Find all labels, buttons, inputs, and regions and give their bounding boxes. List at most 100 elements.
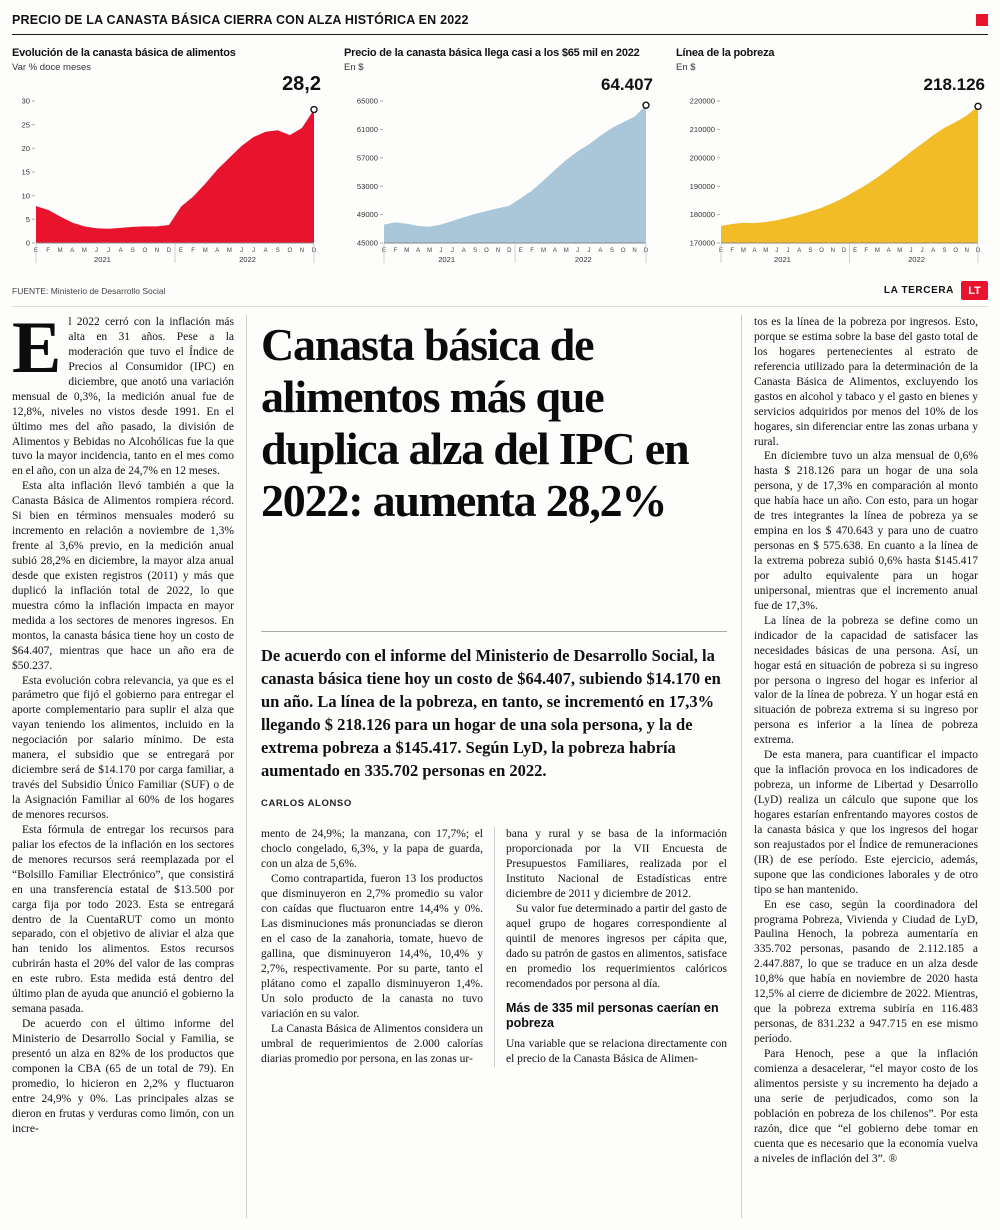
svg-text:2022: 2022: [575, 255, 592, 264]
svg-text:S: S: [276, 248, 280, 254]
svg-text:E: E: [519, 248, 523, 254]
svg-text:65000: 65000: [357, 97, 378, 106]
svg-text:N: N: [632, 248, 636, 254]
column-3-paragraphs: bana y rural y se basa de la información…: [506, 827, 727, 991]
svg-text:A: A: [553, 248, 557, 254]
svg-text:2021: 2021: [94, 255, 111, 264]
svg-text:J: J: [775, 248, 778, 254]
lede-paragraph: De acuerdo con el informe del Ministerio…: [261, 645, 721, 781]
svg-text:J: J: [576, 248, 579, 254]
chart-poverty-line: Línea de la pobreza En $ 170000 180000 190…: [676, 47, 988, 277]
svg-text:O: O: [621, 248, 626, 254]
article-column-3: bana y rural y se basa de la información…: [494, 827, 727, 1067]
paragraph: Para Henoch, pese a que la inflación com…: [754, 1047, 978, 1165]
svg-text:M: M: [564, 248, 569, 254]
svg-text:J: J: [588, 248, 591, 254]
svg-text:M: M: [404, 248, 409, 254]
chart-subtitle: En $: [344, 62, 364, 73]
svg-text:200000: 200000: [690, 153, 715, 162]
column-1-paragraphs: Esta alta inflación llevó también a que …: [12, 479, 234, 1136]
la-tercera-logo-icon: LT: [961, 281, 988, 300]
center-columns: mento de 24,9%; la manzana, con 17,7%; e…: [261, 827, 727, 1067]
svg-text:F: F: [191, 248, 195, 254]
svg-text:O: O: [142, 248, 147, 254]
svg-text:E: E: [853, 248, 857, 254]
chart-title: Línea de la pobreza: [676, 47, 775, 59]
svg-text:2022: 2022: [239, 255, 256, 264]
svg-text:210000: 210000: [690, 125, 715, 134]
svg-text:J: J: [95, 248, 98, 254]
svg-text:2021: 2021: [774, 255, 791, 264]
svg-text:J: J: [921, 248, 924, 254]
svg-text:M: M: [58, 248, 63, 254]
svg-text:J: J: [909, 248, 912, 254]
svg-text:57000: 57000: [357, 153, 378, 162]
svg-text:F: F: [394, 248, 398, 254]
svg-text:S: S: [942, 248, 946, 254]
svg-text:J: J: [787, 248, 790, 254]
svg-text:M: M: [427, 248, 432, 254]
svg-text:S: S: [808, 248, 812, 254]
svg-text:A: A: [462, 248, 466, 254]
section-subhead: Más de 335 mil personas caerían en pobre…: [506, 1000, 719, 1031]
svg-text:J: J: [240, 248, 243, 254]
svg-text:28,2: 28,2: [282, 75, 321, 95]
svg-text:A: A: [887, 248, 891, 254]
svg-text:F: F: [530, 248, 534, 254]
svg-text:45000: 45000: [357, 239, 378, 248]
svg-text:A: A: [215, 248, 219, 254]
svg-text:O: O: [953, 248, 958, 254]
svg-text:E: E: [179, 248, 183, 254]
svg-text:S: S: [473, 248, 477, 254]
brand: LA TERCERA LT: [884, 281, 988, 300]
svg-text:F: F: [864, 248, 868, 254]
kicker-bar: PRECIO DE LA CANASTA BÁSICA CIERRA CON A…: [12, 8, 988, 35]
svg-text:M: M: [203, 248, 208, 254]
source-row: FUENTE: Ministerio de Desarrollo Social …: [12, 277, 988, 306]
svg-text:F: F: [730, 248, 734, 254]
paragraph: mento de 24,9%; la manzana, con 17,7%; e…: [261, 828, 483, 871]
paragraph: En ese caso, según la coordinadora del p…: [754, 898, 978, 1045]
svg-text:218.126: 218.126: [924, 75, 985, 94]
svg-text:A: A: [598, 248, 602, 254]
red-square-marker: [976, 14, 988, 26]
column-2-paragraphs: mento de 24,9%; la manzana, con 17,7%; e…: [261, 827, 483, 1066]
svg-text:2021: 2021: [438, 255, 455, 264]
paragraph: De esta manera, para cuantificar el impa…: [754, 749, 978, 896]
svg-text:J: J: [252, 248, 255, 254]
paragraph: Como contrapartida, fueron 13 los produc…: [261, 873, 483, 1020]
svg-text:2022: 2022: [908, 255, 925, 264]
chart-title: Precio de la canasta básica llega casi a…: [344, 47, 640, 59]
svg-text:M: M: [227, 248, 232, 254]
chart-title: Evolución de la canasta básica de alimen…: [12, 47, 236, 59]
paragraph: Esta fórmula de entregar los recursos pa…: [12, 823, 234, 1016]
article-column-2: mento de 24,9%; la manzana, con 17,7%; e…: [261, 827, 494, 1066]
column-4-paragraphs: tos es la línea de la pobreza por ingres…: [754, 315, 978, 1166]
svg-text:15: 15: [22, 168, 30, 177]
paragraph: En diciembre tuvo un alza mensual de 0,6…: [754, 450, 978, 612]
svg-text:M: M: [763, 248, 768, 254]
drop-cap: E: [12, 307, 62, 389]
paragraph: tos es la línea de la pobreza por ingres…: [754, 316, 978, 448]
svg-text:A: A: [70, 248, 74, 254]
brand-name: LA TERCERA: [883, 285, 954, 296]
svg-text:N: N: [496, 248, 500, 254]
paragraph: Esta alta inflación llevó también a que …: [12, 480, 234, 672]
svg-text:S: S: [131, 248, 135, 254]
area-chart-cba-price: 450004900053000570006100065000EFMAMJJASO…: [344, 75, 656, 277]
svg-text:O: O: [484, 248, 489, 254]
svg-text:0: 0: [26, 239, 30, 248]
svg-text:M: M: [741, 248, 746, 254]
paragraph: Esta evolución cobra relevancia, ya que …: [12, 674, 234, 821]
svg-text:190000: 190000: [690, 182, 715, 191]
svg-text:30: 30: [22, 97, 30, 106]
svg-text:D: D: [167, 248, 172, 254]
svg-text:N: N: [831, 248, 835, 254]
paragraph: La línea de la pobreza se define como un…: [754, 614, 978, 747]
svg-text:5: 5: [26, 215, 30, 224]
svg-text:A: A: [797, 248, 801, 254]
lead-paragraph-text: l 2022 cerró con la inflación más alta e…: [12, 316, 234, 478]
svg-text:A: A: [931, 248, 935, 254]
